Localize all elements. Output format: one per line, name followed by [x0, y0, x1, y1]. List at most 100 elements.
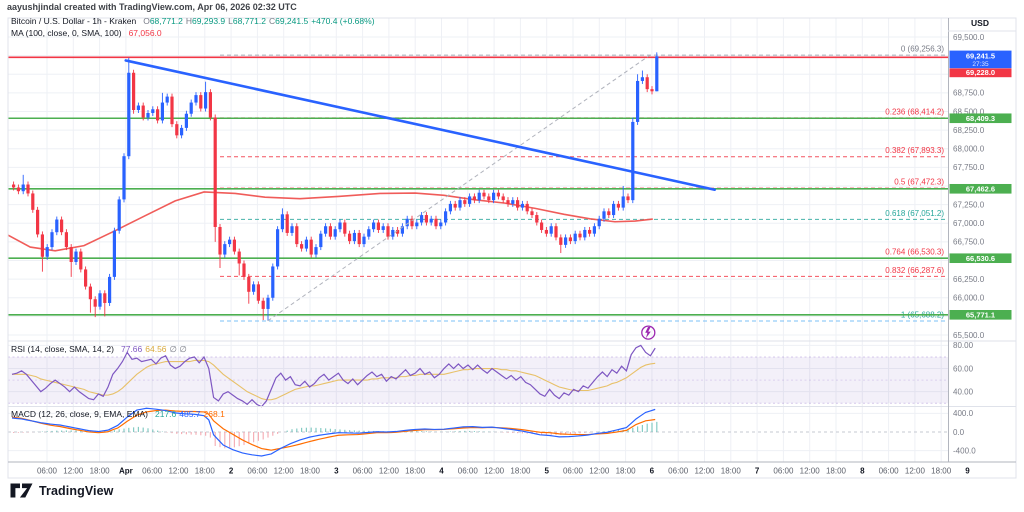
candle-body — [588, 229, 592, 234]
rsi-tick-label: 40.00 — [953, 387, 974, 396]
candle-body — [468, 196, 472, 204]
candle-body — [141, 105, 145, 118]
candle-body — [213, 117, 217, 227]
candle-body — [228, 239, 232, 245]
price-tick-label: 68,500.0 — [953, 107, 985, 116]
candle-body — [16, 187, 20, 192]
symbol-legend-row[interactable]: Bitcoin / U.S. Dollar - 1h - Kraken O68,7… — [11, 16, 375, 26]
candle-body — [309, 239, 313, 255]
time-tick-label: 18:00 — [195, 467, 216, 476]
candle-body — [578, 233, 582, 238]
candle-body — [621, 196, 625, 208]
time-tick-label: 06:00 — [353, 467, 374, 476]
price-tick-label: 67,250.0 — [953, 200, 985, 209]
candle-body — [261, 300, 265, 309]
candle-body — [573, 233, 577, 242]
bar-countdown-text: 27:35 — [972, 61, 989, 68]
candle-body — [189, 102, 193, 114]
time-tick-label: Apr — [119, 467, 133, 476]
candle-body — [319, 233, 323, 248]
rsi-pane-series — [11, 344, 656, 408]
time-tick-label: 12:00 — [589, 467, 610, 476]
candle-body — [424, 215, 428, 223]
candle-body — [204, 92, 208, 109]
candle-body — [199, 95, 203, 109]
ma-100-polyline — [7, 191, 653, 252]
candle-body — [290, 226, 294, 233]
tradingview-logo-icon — [10, 483, 33, 498]
macd-tick-label: -400.0 — [953, 446, 976, 455]
horizontal-price-lines — [8, 56, 948, 316]
time-tick-label: 18:00 — [931, 467, 952, 476]
rsi-ma-value: 64.56 — [145, 344, 167, 354]
lightning-bolt-icon — [645, 326, 651, 339]
candle-body — [69, 247, 73, 262]
candle-body — [506, 200, 510, 204]
candle-body — [285, 214, 289, 233]
ma-100-line — [7, 191, 653, 252]
time-tick-label: 5 — [544, 467, 549, 476]
time-tick-label: 18:00 — [90, 467, 111, 476]
time-tick-label: 12:00 — [168, 467, 189, 476]
time-axis[interactable]: 06:00 12:00 18:00 Apr 06:00 12:00 18:00 2 06:00 1… — [37, 467, 970, 476]
time-tick-label: 2 — [229, 467, 234, 476]
rsi-tick-label: 60.00 — [953, 364, 974, 373]
candle-body — [93, 299, 97, 307]
candle-body — [348, 233, 352, 242]
price-level-badge — [949, 183, 1012, 194]
last-price-badge-text: 69,241.5 — [966, 51, 995, 60]
price-tick-label: 69,500.0 — [953, 33, 985, 42]
candle-body — [55, 219, 59, 233]
candle-body — [276, 229, 280, 267]
chart-frame — [7, 17, 1017, 479]
time-tick-label: 12:00 — [694, 467, 715, 476]
candle-body — [496, 192, 500, 197]
candle-body — [74, 251, 78, 262]
candle-body — [60, 219, 64, 233]
candle-body — [444, 211, 448, 223]
rsi-legend-row[interactable]: RSI (14, close, SMA, 14, 2) 77.66 64.56 ∅ ∅ — [11, 344, 187, 355]
tradingview-logo[interactable]: TradingView — [10, 483, 114, 498]
price-level-badge — [949, 310, 1012, 320]
time-tick-label: 06:00 — [142, 467, 163, 476]
candle-body — [458, 200, 462, 208]
candle-body — [304, 239, 308, 249]
candle-body — [146, 112, 150, 118]
candle-body — [122, 156, 126, 200]
candle-body — [472, 196, 476, 201]
candle-body — [362, 236, 366, 245]
price-level-badge — [949, 113, 1012, 124]
candle-body — [156, 109, 160, 121]
price-tick-label: 68,250.0 — [953, 126, 985, 135]
candle-body — [544, 229, 548, 234]
candle-body — [165, 96, 169, 103]
candle-body — [88, 286, 92, 300]
candle-body — [50, 232, 54, 248]
time-tick-label: 18:00 — [510, 467, 531, 476]
price-tick-label: 68,750.0 — [953, 89, 985, 98]
time-tick-label: 06:00 — [773, 467, 794, 476]
time-tick-label: 18:00 — [721, 467, 742, 476]
macd-legend-row[interactable]: MACD (12, 26, close, 9, EMA, EMA) 217.6 48… — [11, 409, 225, 419]
rsi-band — [8, 356, 948, 404]
candle-body — [631, 121, 635, 201]
candle-body — [463, 200, 467, 204]
candle-body — [357, 232, 361, 245]
candle-body — [26, 184, 30, 194]
rsi-label: RSI (14, close, SMA, 14, 2) — [11, 344, 114, 354]
candle-body — [592, 226, 596, 234]
time-tick-label: 9 — [965, 467, 970, 476]
time-tick-label: 12:00 — [274, 467, 295, 476]
symbol-title: Bitcoin / U.S. Dollar - 1h - Kraken — [11, 16, 137, 26]
ma-legend-row[interactable]: MA (100, close, 0, SMA, 100) 67,056.0 — [11, 28, 162, 38]
rsi-extra-values: ∅ ∅ — [169, 344, 187, 354]
candle-body — [554, 226, 558, 238]
price-tick-label: 66,750.0 — [953, 238, 985, 247]
candle-body — [415, 222, 419, 227]
ohlc-high-label: H — [185, 16, 193, 26]
price-axis[interactable]: USD 69,500.0 68,750.0 68,500.0 68,250.0 68,00… — [949, 18, 1012, 455]
time-tick-label: 18:00 — [616, 467, 637, 476]
candle-body — [352, 232, 356, 242]
candle-body — [448, 203, 452, 212]
